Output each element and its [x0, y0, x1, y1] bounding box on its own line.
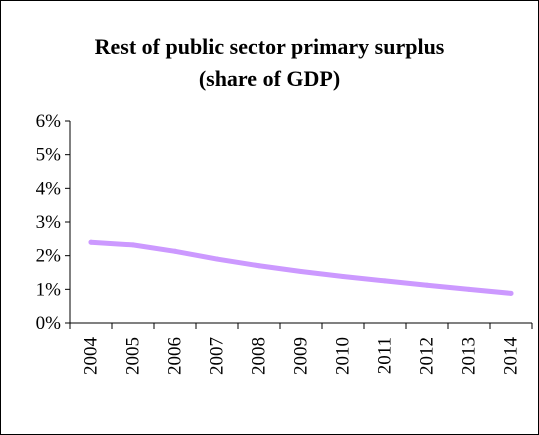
data-point	[172, 248, 178, 254]
x-tick-label: 2014	[501, 337, 522, 376]
data-point	[214, 256, 220, 262]
data-point	[130, 242, 136, 248]
x-tick-label: 2013	[459, 337, 480, 375]
chart-subtitle: (share of GDP)	[198, 66, 341, 91]
data-point	[508, 290, 514, 296]
data-point	[424, 282, 430, 288]
x-tick-label: 2004	[81, 337, 102, 376]
data-point	[340, 274, 346, 280]
x-tick-label: 2008	[249, 337, 270, 375]
y-tick-label: 3%	[36, 212, 62, 233]
x-tick-label: 2005	[123, 337, 144, 375]
y-tick-label: 2%	[36, 246, 62, 267]
y-tick-label: 6%	[36, 111, 62, 132]
y-tick-label: 1%	[36, 279, 62, 300]
y-tick-label: 4%	[36, 178, 62, 199]
chart-title-block: Rest of public sector primary surplus (s…	[1, 31, 538, 95]
data-point	[298, 268, 304, 274]
data-point	[466, 286, 472, 292]
data-point	[382, 278, 388, 284]
x-tick-label: 2009	[291, 337, 312, 375]
y-tick-label: 0%	[36, 313, 62, 334]
x-tick-label: 2012	[417, 337, 438, 375]
x-tick-label: 2010	[333, 337, 354, 375]
x-tick-label: 2011	[375, 337, 396, 374]
data-point	[256, 263, 262, 269]
chart-title: Rest of public sector primary surplus	[94, 34, 445, 59]
x-tick-label: 2007	[207, 337, 228, 375]
y-tick-label: 5%	[36, 145, 62, 166]
x-tick-label: 2006	[165, 337, 186, 375]
series-line	[88, 239, 514, 296]
data-point	[88, 239, 94, 245]
